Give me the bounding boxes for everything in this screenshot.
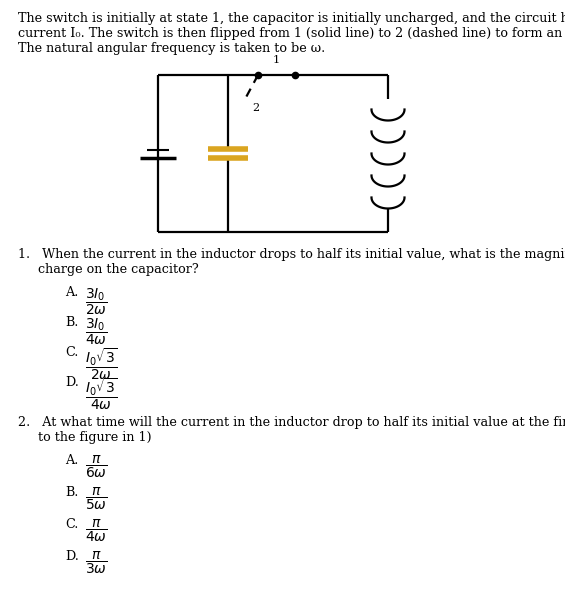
Text: $\dfrac{I_0\sqrt{3}}{2\omega}$: $\dfrac{I_0\sqrt{3}}{2\omega}$ xyxy=(85,346,118,381)
Text: 2: 2 xyxy=(252,103,259,113)
Text: B.: B. xyxy=(65,486,79,499)
Text: charge on the capacitor?: charge on the capacitor? xyxy=(18,263,199,276)
Text: D.: D. xyxy=(65,550,79,563)
Text: The natural angular frequency is taken to be ω.: The natural angular frequency is taken t… xyxy=(18,42,325,55)
Text: B.: B. xyxy=(65,316,79,329)
Text: C.: C. xyxy=(65,518,79,531)
Text: A.: A. xyxy=(65,286,79,299)
Text: 2.   At what time will the current in the inductor drop to half its initial valu: 2. At what time will the current in the … xyxy=(18,416,565,429)
Text: 1: 1 xyxy=(273,55,280,65)
Text: $\dfrac{I_0\sqrt{3}}{4\omega}$: $\dfrac{I_0\sqrt{3}}{4\omega}$ xyxy=(85,376,118,411)
Text: C.: C. xyxy=(65,346,79,359)
Text: to the figure in 1): to the figure in 1) xyxy=(18,431,151,444)
Text: $\dfrac{3I_0}{4\omega}$: $\dfrac{3I_0}{4\omega}$ xyxy=(85,316,107,347)
Text: $\dfrac{\pi}{6\omega}$: $\dfrac{\pi}{6\omega}$ xyxy=(85,454,107,481)
Text: $\dfrac{\pi}{5\omega}$: $\dfrac{\pi}{5\omega}$ xyxy=(85,486,107,512)
Text: current I₀. The switch is then flipped from 1 (solid line) to 2 (dashed line) to: current I₀. The switch is then flipped f… xyxy=(18,27,565,40)
Text: $\dfrac{\pi}{3\omega}$: $\dfrac{\pi}{3\omega}$ xyxy=(85,550,107,576)
Text: D.: D. xyxy=(65,376,79,389)
Text: $\dfrac{3I_0}{2\omega}$: $\dfrac{3I_0}{2\omega}$ xyxy=(85,286,107,317)
Text: A.: A. xyxy=(65,454,79,467)
Text: 1.   When the current in the inductor drops to half its initial value, what is t: 1. When the current in the inductor drop… xyxy=(18,248,565,261)
Text: $\dfrac{\pi}{4\omega}$: $\dfrac{\pi}{4\omega}$ xyxy=(85,518,107,544)
Text: The switch is initially at state 1, the capacitor is initially uncharged, and th: The switch is initially at state 1, the … xyxy=(18,12,565,25)
